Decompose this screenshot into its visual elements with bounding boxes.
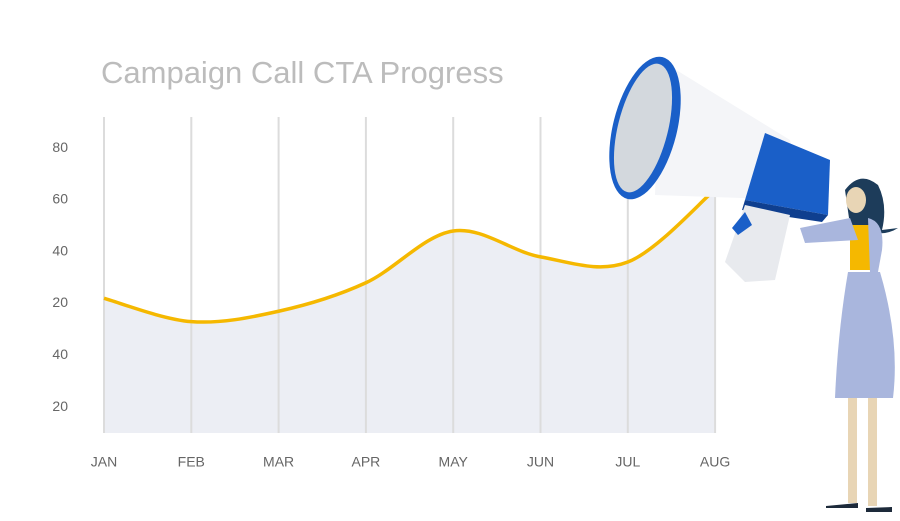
arm — [800, 218, 858, 243]
megaphone-band — [745, 133, 830, 215]
y-tick-label: 60 — [52, 191, 68, 207]
y-tick-label: 40 — [52, 346, 68, 362]
x-tick-label: JAN — [91, 454, 117, 470]
sleeve — [868, 218, 883, 272]
illustration — [609, 56, 898, 512]
face — [846, 187, 866, 213]
dress — [835, 272, 895, 398]
leg — [848, 398, 857, 503]
y-tick-label: 20 — [52, 294, 68, 310]
megaphone-bell — [613, 63, 673, 193]
y-tick-label: 20 — [52, 398, 68, 414]
x-tick-label: AUG — [700, 454, 730, 470]
shoe — [866, 507, 892, 512]
shoe — [826, 503, 858, 508]
megaphone-handle — [725, 205, 790, 282]
plot-area: 80 60 40 20 40 20 JAN FEB MAR APR MAY JUN JUL AUG — [52, 117, 730, 470]
area — [104, 189, 716, 433]
leg — [868, 398, 877, 506]
x-tick-label: FEB — [178, 454, 205, 470]
megaphone-trigger — [732, 212, 752, 235]
x-tick-label: JUN — [527, 454, 554, 470]
megaphone-band-shadow — [742, 200, 828, 222]
line — [103, 188, 717, 324]
chart-title: Campaign Call CTA Progress — [101, 55, 504, 90]
y-tick-label: 40 — [52, 242, 68, 258]
y-tick-label: 80 — [52, 139, 68, 155]
x-tick-label: JUL — [615, 454, 640, 470]
x-tick-label: MAY — [439, 454, 469, 470]
x-tick-label: MAR — [263, 454, 294, 470]
x-tick-label: APR — [352, 454, 381, 470]
